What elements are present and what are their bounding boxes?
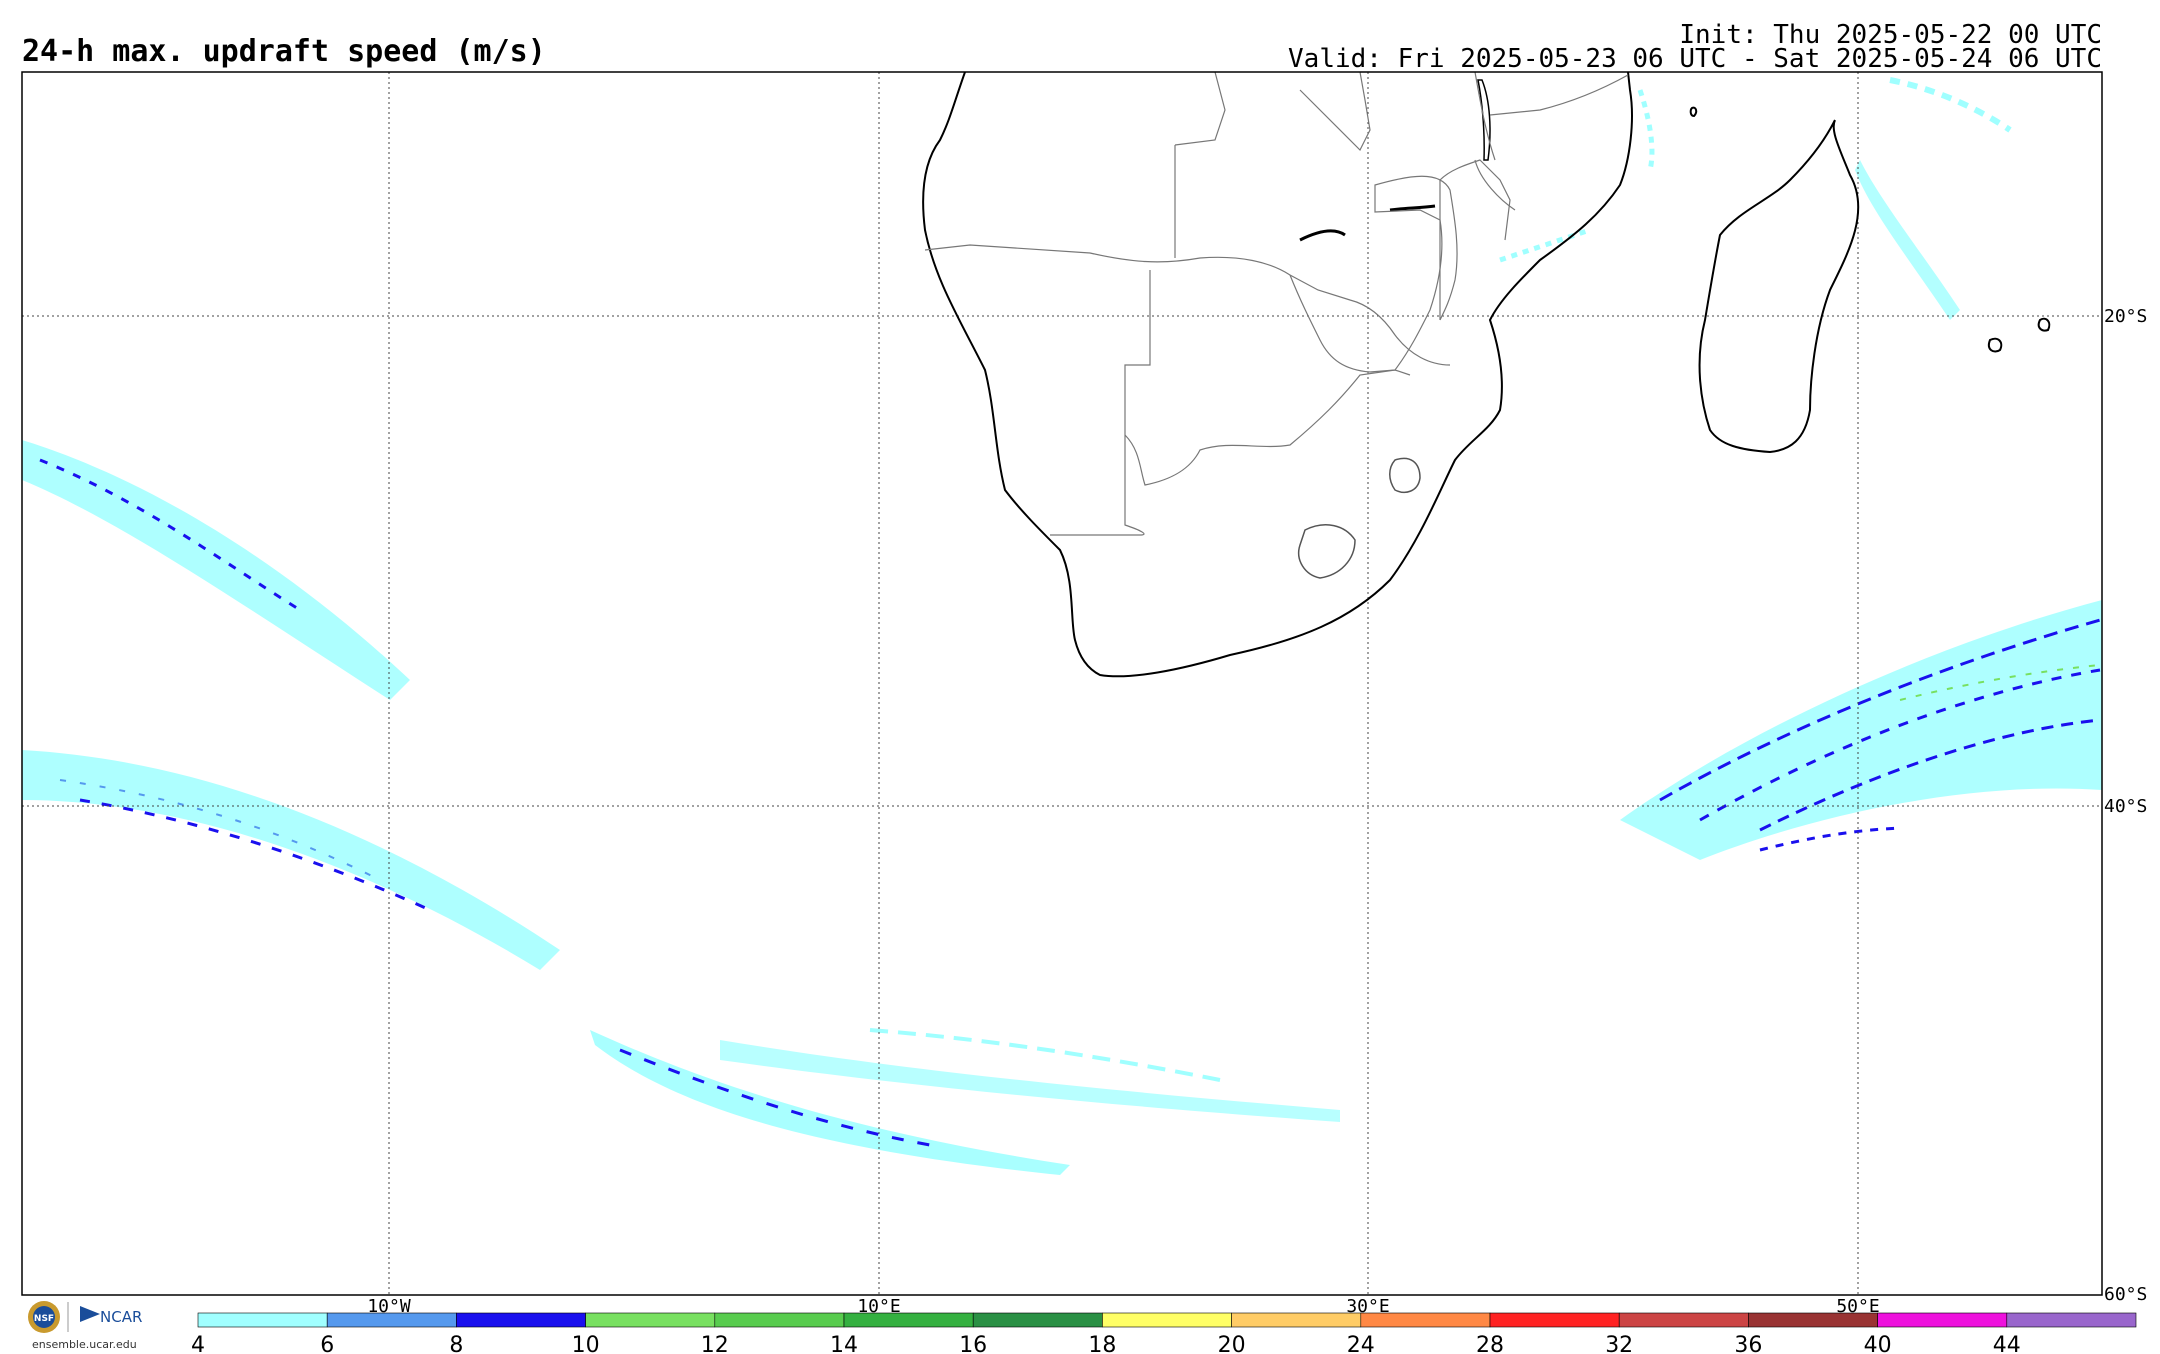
lake-kariba — [1299, 229, 1346, 242]
colorbar-bin-10 — [1489, 1312, 1620, 1328]
colorbar-bin-5 — [843, 1312, 974, 1328]
lon-label-10w: 10°W — [367, 1296, 411, 1317]
updraft-swath-southeast — [1620, 600, 2102, 860]
colorbar-tick-18: 18 — [1088, 1333, 1116, 1354]
lake-malawi — [1477, 79, 1491, 161]
page-title: 24-h max. updraft speed (m/s) — [22, 34, 546, 69]
colorbar-tick-8: 8 — [449, 1333, 463, 1354]
lat-label-60s: 60°S — [2104, 1284, 2147, 1305]
updraft-field — [22, 77, 2102, 1175]
colorbar-tick-44: 44 — [1993, 1333, 2021, 1354]
madagascar-coastline — [1698, 119, 1860, 454]
colorbar-tick-16: 16 — [959, 1333, 987, 1354]
colorbar-tick-24: 24 — [1347, 1333, 1375, 1354]
comoros-coastline — [1689, 106, 1698, 118]
lon-label-50e: 50°E — [1836, 1296, 1879, 1317]
svg-text:NSF: NSF — [34, 1314, 54, 1324]
svg-text:NCAR: NCAR — [100, 1308, 142, 1326]
colorbar: 4 6 8 10 12 14 16 18 20 24 28 32 36 40 44 — [191, 1312, 2137, 1354]
lat-label-20s: 20°S — [2104, 306, 2147, 327]
colorbar-tick-12: 12 — [701, 1333, 729, 1354]
mauritius-coastline — [1988, 337, 2003, 353]
colorbar-tick-14: 14 — [830, 1333, 858, 1354]
colorbar-bin-4 — [714, 1312, 845, 1328]
colorbar-tick-6: 6 — [320, 1333, 334, 1354]
colorbar-bin-2 — [456, 1312, 586, 1328]
ncar-logo: NCAR — [80, 1306, 142, 1326]
eswatini-border — [1389, 457, 1421, 493]
colorbar-bin-9 — [1360, 1312, 1491, 1328]
colorbar-tick-10: 10 — [572, 1333, 600, 1354]
init-time: Init: Thu 2025-05-22 00 UTC — [1679, 20, 2102, 50]
updraft-swath-south — [590, 1028, 1340, 1175]
colorbar-bin-7 — [1102, 1312, 1232, 1328]
colorbar-bin-8 — [1231, 1312, 1362, 1328]
colorbar-bin-14 — [2006, 1312, 2137, 1328]
colorbar-tick-28: 28 — [1476, 1333, 1504, 1354]
colorbar-bin-3 — [585, 1312, 716, 1328]
updraft-swath-southwest — [22, 440, 560, 970]
africa-coastline — [922, 72, 1633, 678]
valid-time: Valid: Fri 2025-05-23 06 UTC - Sat 2025-… — [1288, 44, 2102, 74]
colorbar-tick-20: 20 — [1218, 1333, 1246, 1354]
lake-cahora-bassa — [1389, 204, 1436, 212]
graticule — [22, 72, 2102, 1295]
colorbar-bin-11 — [1618, 1312, 1749, 1328]
coastlines — [922, 72, 2051, 678]
colorbar-bin-13 — [1877, 1312, 2008, 1328]
nsf-logo: NSF — [28, 1301, 60, 1333]
colorbar-tick-36: 36 — [1734, 1333, 1762, 1354]
colorbar-tick-4: 4 — [191, 1333, 205, 1354]
lon-label-10e: 10°E — [857, 1296, 900, 1317]
colorbar-bin-6 — [972, 1312, 1103, 1328]
logo-url: ensemble.ucar.edu — [32, 1338, 137, 1351]
lesotho-border — [1298, 524, 1356, 579]
colorbar-tick-40: 40 — [1864, 1333, 1892, 1354]
updraft-swath-madagascar — [1499, 77, 2012, 320]
colorbar-bin-12 — [1748, 1312, 1878, 1328]
colorbar-bin-0 — [197, 1312, 328, 1328]
map-frame — [21, 71, 2103, 1296]
country-borders — [924, 72, 1629, 536]
colorbar-bin-1 — [326, 1312, 457, 1328]
colorbar-tick-32: 32 — [1605, 1333, 1633, 1354]
lon-label-30e: 30°E — [1346, 1296, 1389, 1317]
lat-label-40s: 40°S — [2104, 796, 2147, 817]
reunion-coastline — [2037, 317, 2051, 332]
